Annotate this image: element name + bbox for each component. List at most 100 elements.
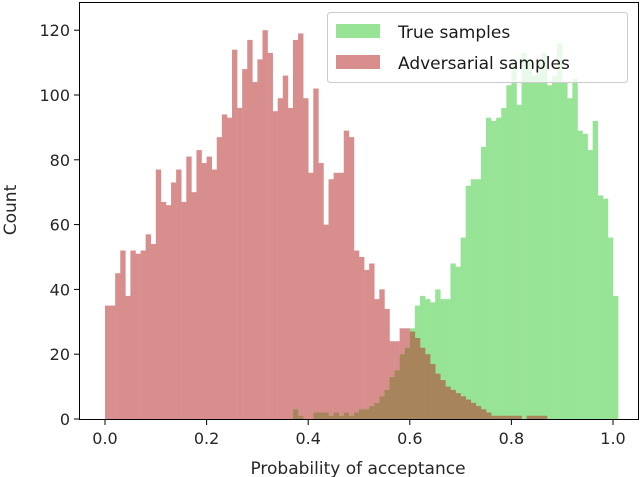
histogram-bar <box>333 172 339 419</box>
histogram-bar <box>353 250 360 419</box>
histogram-bar <box>165 205 172 419</box>
histogram-bar <box>602 198 609 419</box>
histogram-bar <box>613 295 619 419</box>
histogram-bar <box>216 137 223 419</box>
histogram-bar <box>511 59 517 420</box>
histogram-bar <box>430 363 436 419</box>
histogram-bar <box>105 305 111 419</box>
histogram-bar <box>526 415 533 419</box>
legend-swatch-adversarial <box>336 55 380 69</box>
histogram-bar <box>282 75 289 419</box>
histogram-bar <box>130 250 136 419</box>
histogram-bar <box>425 354 431 419</box>
histogram-bar <box>435 373 441 419</box>
histogram-bar <box>562 82 568 419</box>
x-tick-label: 0.0 <box>92 429 117 448</box>
histogram-bar <box>348 137 355 419</box>
histogram-bar <box>338 172 345 419</box>
histogram-bar <box>389 376 395 419</box>
histogram-bar <box>211 169 218 419</box>
histogram-bar <box>125 295 131 419</box>
histogram-bar <box>359 257 365 419</box>
x-tick-label: 1.0 <box>600 429 625 448</box>
histogram-bar <box>237 107 243 420</box>
histogram-bar <box>577 130 583 419</box>
histogram-bar <box>516 415 522 419</box>
histogram-bar <box>506 85 512 419</box>
y-tick-label: 0 <box>60 410 70 429</box>
histogram-bar <box>572 78 578 420</box>
histogram-bar <box>140 250 146 419</box>
histogram-bar <box>206 156 212 419</box>
histogram-bar <box>232 49 238 419</box>
histogram-bar <box>292 39 299 420</box>
x-axis: 0.0 0.2 0.4 0.6 0.8 1.0 <box>92 419 626 448</box>
histogram-bar <box>379 396 385 419</box>
histogram-bar <box>323 412 329 419</box>
histogram-bar <box>486 412 492 419</box>
legend: True samples Adversarial samples <box>327 12 628 83</box>
histogram-bar <box>171 182 177 419</box>
histogram-bar <box>221 114 228 419</box>
histogram-bar <box>531 415 538 419</box>
histogram-bar <box>247 39 253 420</box>
histogram-bar <box>496 117 502 420</box>
histogram-bar <box>414 338 421 419</box>
histogram-bar <box>607 237 614 419</box>
legend-box <box>327 12 628 83</box>
histogram-bar <box>450 389 456 419</box>
histogram-bar <box>267 52 273 419</box>
histogram-bar <box>501 415 507 419</box>
histogram-bar <box>298 33 304 419</box>
histogram-bar <box>460 237 466 419</box>
histogram-bar <box>567 98 573 420</box>
histogram-bar <box>531 75 538 419</box>
histogram-bar <box>150 244 157 419</box>
histogram-bar <box>196 150 202 419</box>
histogram-bar <box>160 201 167 419</box>
histogram-bar <box>181 201 187 419</box>
histogram-bar <box>521 52 527 419</box>
histogram-bar <box>455 266 461 419</box>
histogram-bar <box>536 62 543 419</box>
histogram-bar <box>135 253 141 419</box>
legend-label-true: True samples <box>397 23 510 43</box>
y-tick-label: 100 <box>39 86 70 105</box>
histogram-bar <box>343 412 350 419</box>
histogram-bar <box>353 412 360 419</box>
histogram-bar <box>374 402 380 419</box>
histogram-bar <box>120 250 126 419</box>
histogram-bar <box>364 269 370 419</box>
y-tick-label: 80 <box>50 151 70 170</box>
histogram-bar <box>496 415 502 419</box>
histogram-bar <box>292 409 299 419</box>
histogram-bar <box>501 107 507 420</box>
histogram-bar <box>470 179 477 419</box>
histogram-bar <box>287 107 294 420</box>
histogram-bar <box>176 169 182 419</box>
histogram-bar <box>445 386 451 419</box>
histogram-bar <box>298 415 304 419</box>
histogram-bar <box>419 347 426 419</box>
histogram-bar <box>369 406 375 419</box>
histogram-bar <box>191 192 197 419</box>
histogram-bar <box>404 347 411 419</box>
histogram-bar <box>541 415 548 419</box>
histogram-bar <box>475 406 482 419</box>
histogram-bar <box>536 415 543 419</box>
histogram-bar <box>526 59 533 420</box>
histogram-bar <box>430 302 436 419</box>
histogram-bar <box>455 393 461 419</box>
x-axis-label: Probability of acceptance <box>250 459 465 477</box>
histogram-bar <box>435 289 441 419</box>
histogram-bar <box>262 30 268 419</box>
histogram-bar <box>313 412 319 419</box>
x-tick-label: 0.2 <box>194 429 219 448</box>
histogram-bar <box>587 150 593 419</box>
histogram-bar <box>399 354 406 419</box>
true-bars <box>292 43 619 420</box>
x-tick-label: 0.4 <box>295 429 320 448</box>
histogram-bar <box>318 163 324 419</box>
histogram-bar <box>328 415 334 419</box>
